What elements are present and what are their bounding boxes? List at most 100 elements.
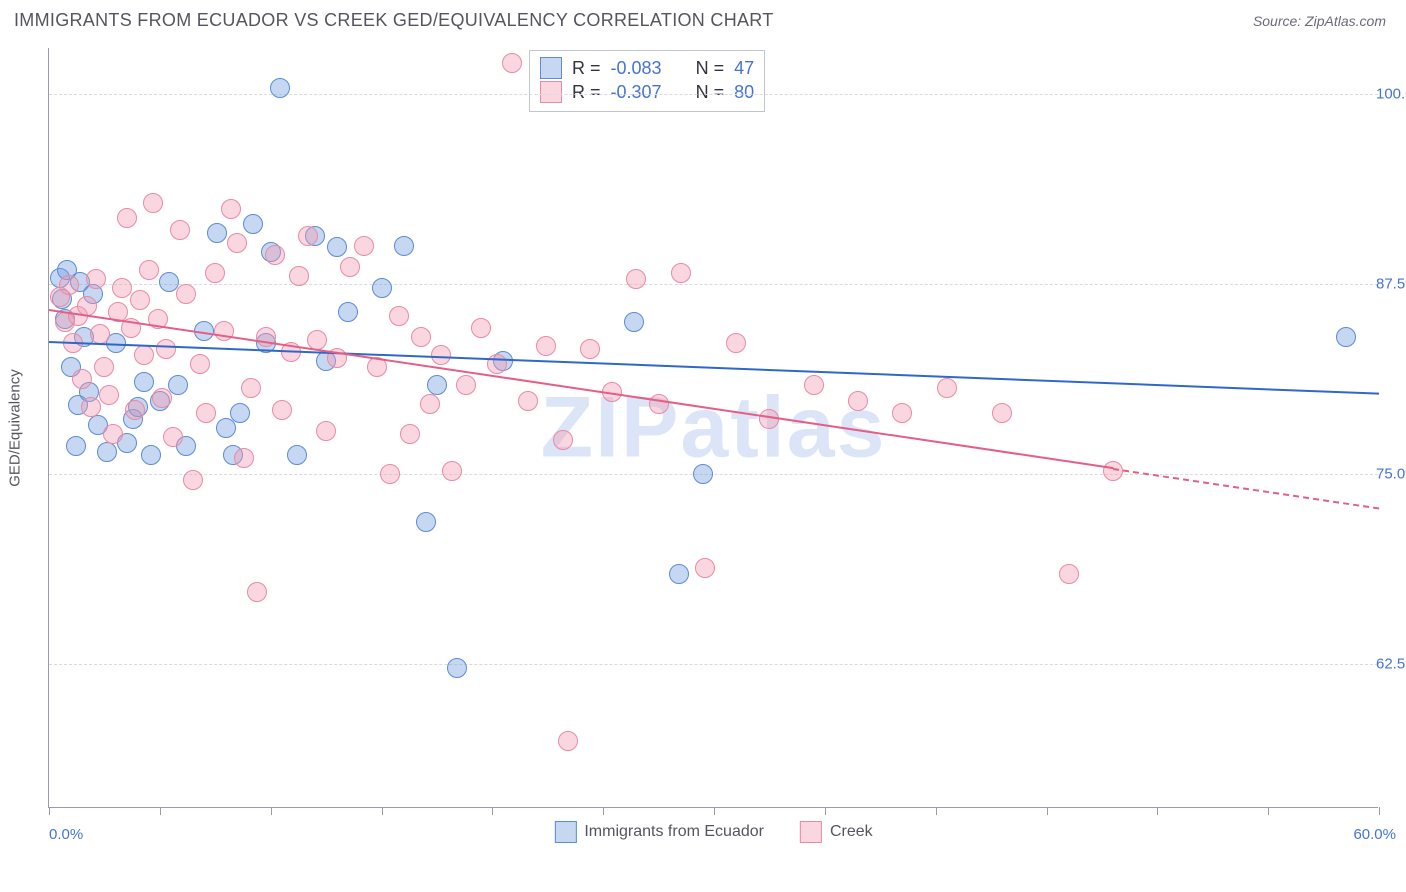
data-point [205,263,225,283]
data-point [272,400,292,420]
gridline [49,664,1378,665]
data-point [693,464,713,484]
data-point [125,400,145,420]
data-point [59,275,79,295]
swatch-ecuador [540,57,562,79]
data-point [247,582,267,602]
legend-row: R = -0.083 N = 47 [540,57,754,79]
data-point [671,263,691,283]
data-point [86,269,106,289]
data-point [94,357,114,377]
gridline [49,94,1378,95]
data-point [447,658,467,678]
x-tick [160,807,161,815]
x-min-label: 0.0% [49,826,83,843]
scatter-plot: GED/Equivalency ZIPatlas R = -0.083 N = … [48,48,1378,808]
data-point [442,461,462,481]
data-point [241,378,261,398]
data-point [81,397,101,417]
x-tick [603,807,604,815]
chart-title: IMMIGRANTS FROM ECUADOR VS CREEK GED/EQU… [14,10,774,31]
data-point [112,278,132,298]
x-tick [825,807,826,815]
data-point [518,391,538,411]
r-label: R = [572,58,601,79]
data-point [1336,327,1356,347]
data-point [380,464,400,484]
correlation-legend: R = -0.083 N = 47 R = -0.307 N = 80 [529,50,765,112]
x-tick [492,807,493,815]
data-point [669,564,689,584]
data-point [624,312,644,332]
data-point [427,375,447,395]
data-point [298,226,318,246]
data-point [580,339,600,359]
legend-row: R = -0.307 N = 80 [540,81,754,103]
n-value: 47 [734,58,754,79]
swatch-ecuador [554,821,576,843]
data-point [130,290,150,310]
data-point [338,302,358,322]
data-point [316,421,336,441]
data-point [416,512,436,532]
y-tick-label: 62.5% [1376,655,1406,672]
x-tick [936,807,937,815]
legend-item: Creek [800,821,873,843]
data-point [227,233,247,253]
data-point [196,403,216,423]
data-point [626,269,646,289]
data-point [327,237,347,257]
data-point [97,442,117,462]
x-tick [1157,807,1158,815]
x-tick [714,807,715,815]
data-point [804,375,824,395]
data-point [372,278,392,298]
data-point [139,260,159,280]
y-tick-label: 75.0% [1376,465,1406,482]
x-tick [1268,807,1269,815]
data-point [190,354,210,374]
x-tick [49,807,50,815]
data-point [1059,564,1079,584]
data-point [207,223,227,243]
data-point [117,208,137,228]
data-point [471,318,491,338]
data-point [558,731,578,751]
x-max-label: 60.0% [1353,826,1396,843]
legend-label: Immigrants from Ecuador [584,823,764,841]
gridline [49,284,1378,285]
n-label: N = [696,58,725,79]
gridline [49,474,1378,475]
data-point [66,436,86,456]
data-point [221,199,241,219]
data-point [134,345,154,365]
data-point [141,445,161,465]
data-point [265,245,285,265]
y-tick-label: 87.5% [1376,275,1406,292]
data-point [553,430,573,450]
data-point [354,236,374,256]
legend-label: Creek [830,823,873,841]
data-point [234,448,254,468]
data-point [152,388,172,408]
data-point [170,220,190,240]
r-label: R = [572,82,601,103]
data-point [340,257,360,277]
data-point [134,372,154,392]
data-point [411,327,431,347]
data-point [163,427,183,447]
data-point [992,403,1012,423]
data-point [156,339,176,359]
data-point [394,236,414,256]
r-value: -0.307 [611,82,662,103]
n-label: N = [696,82,725,103]
data-point [159,272,179,292]
data-point [72,369,92,389]
swatch-creek [800,821,822,843]
data-point [287,445,307,465]
x-tick [382,807,383,815]
data-point [937,378,957,398]
x-tick [271,807,272,815]
data-point [456,375,476,395]
series-legend: Immigrants from Ecuador Creek [554,821,872,843]
